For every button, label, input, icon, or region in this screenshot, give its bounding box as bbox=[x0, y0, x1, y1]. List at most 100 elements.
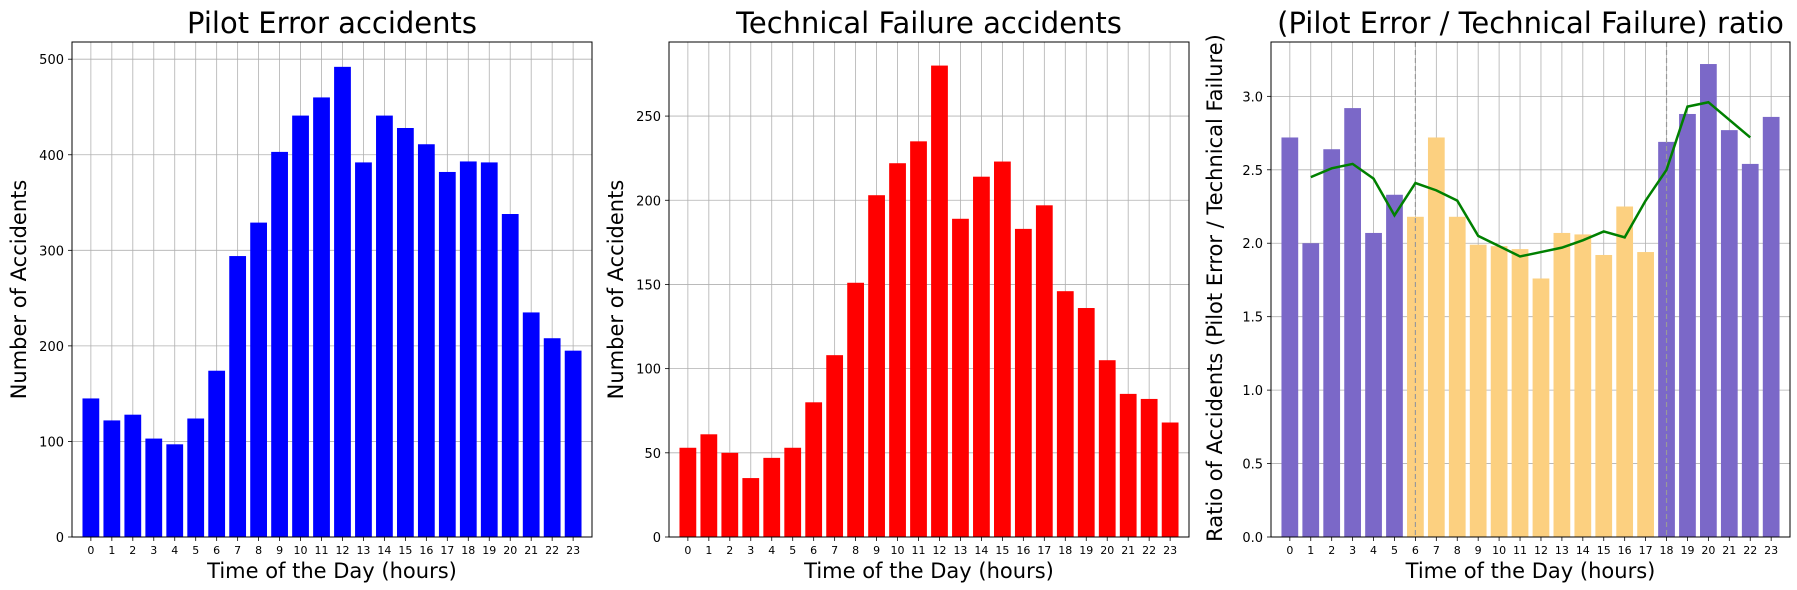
y-tick-label: 150 bbox=[636, 278, 661, 293]
x-axis-label: Time of the Day (hours) bbox=[1405, 559, 1656, 583]
y-tick-label: 500 bbox=[39, 53, 64, 68]
bar-hour-18 bbox=[1056, 291, 1074, 537]
bar-hour-15 bbox=[1595, 254, 1613, 538]
y-tick-label: 300 bbox=[39, 244, 64, 259]
bar-hour-6 bbox=[805, 402, 823, 537]
x-tick-label: 19 bbox=[482, 544, 496, 557]
x-tick-label: 7 bbox=[1433, 544, 1440, 557]
y-tick-label: 0.5 bbox=[1242, 458, 1263, 473]
chart-title: (Pilot Error / Technical Failure) ratio bbox=[1277, 6, 1784, 40]
bar-hour-9 bbox=[271, 151, 288, 537]
pilot-error-chart: 0 1 2 3 4 5 6 7 8 9 10 11 12 13 14 15 16 17 18 19 20 21 22 23 0… bbox=[7, 6, 593, 583]
bar-hour-11 bbox=[910, 141, 927, 537]
x-tick-label: 7 bbox=[234, 544, 241, 557]
x-tick-label: 4 bbox=[768, 544, 775, 557]
y-tick-label: 2.5 bbox=[1242, 164, 1263, 179]
bar-hour-9 bbox=[1469, 244, 1487, 537]
bar-hour-20 bbox=[1098, 360, 1116, 537]
x-tick-label: 0 bbox=[87, 544, 94, 557]
x-tick-label: 5 bbox=[192, 544, 199, 557]
x-tick-label: 13 bbox=[953, 544, 967, 557]
bar-hour-23 bbox=[1161, 422, 1179, 537]
x-tick-label: 8 bbox=[255, 544, 262, 557]
x-tick-label: 23 bbox=[1163, 544, 1177, 557]
x-tick-label: 21 bbox=[1121, 544, 1135, 557]
x-tick-label: 10 bbox=[891, 544, 905, 557]
bar-hour-6 bbox=[208, 370, 226, 537]
x-tick-label: 15 bbox=[995, 544, 1009, 557]
ratio-chart: 0 1 2 3 4 5 6 7 8 9 10 11 12 13 14 15 16 17 18 19 20 21 22 23 0… bbox=[1203, 6, 1791, 583]
bar-hour-12 bbox=[1532, 278, 1550, 537]
x-tick-label: 11 bbox=[315, 544, 329, 557]
bar-hour-23 bbox=[1762, 116, 1780, 537]
x-tick-label: 9 bbox=[873, 544, 880, 557]
x-tick-label: 1 bbox=[108, 544, 115, 557]
bar-hour-4 bbox=[763, 457, 781, 537]
y-axis-label: Number of Accidents bbox=[7, 180, 31, 400]
bar-hour-2 bbox=[124, 414, 142, 537]
bar-hour-22 bbox=[1741, 163, 1759, 537]
x-tick-label: 16 bbox=[419, 544, 433, 557]
y-tick-label: 2.0 bbox=[1242, 237, 1263, 252]
y-tick-label: 200 bbox=[39, 340, 64, 355]
bar-hour-19 bbox=[480, 162, 498, 538]
x-tick-label: 19 bbox=[1680, 544, 1694, 557]
x-tick-label: 14 bbox=[974, 544, 988, 557]
x-tick-label: 18 bbox=[1058, 544, 1072, 557]
x-axis-label: Time of the Day (hours) bbox=[206, 559, 457, 583]
x-tick-label: 20 bbox=[503, 544, 517, 557]
x-tick-label: 21 bbox=[1722, 544, 1736, 557]
y-axis-label: Number of Accidents bbox=[604, 180, 628, 400]
y-tick-label: 0.0 bbox=[1242, 531, 1263, 546]
x-tick-label: 17 bbox=[440, 544, 454, 557]
y-tick-label: 0 bbox=[653, 531, 661, 546]
y-axis-label: Ratio of Accidents (Pilot Error / Techni… bbox=[1203, 34, 1227, 542]
bar-hour-5 bbox=[1386, 194, 1403, 537]
chart-title: Technical Failure accidents bbox=[735, 6, 1122, 40]
bar-hour-16 bbox=[1014, 228, 1032, 537]
bar-hour-12 bbox=[334, 66, 351, 538]
x-tick-label: 5 bbox=[789, 544, 796, 557]
chart-title: Pilot Error accidents bbox=[187, 6, 477, 40]
bar-hour-21 bbox=[522, 312, 540, 537]
bar-hour-10 bbox=[889, 163, 906, 537]
x-tick-label: 5 bbox=[1391, 544, 1398, 557]
bar-hour-13 bbox=[355, 162, 372, 538]
bar-hour-3 bbox=[1344, 108, 1361, 537]
x-tick-label: 2 bbox=[1328, 544, 1335, 557]
bar-hour-16 bbox=[1616, 206, 1634, 538]
x-tick-label: 17 bbox=[1037, 544, 1051, 557]
x-tick-label: 6 bbox=[810, 544, 817, 557]
bar-hour-5 bbox=[187, 418, 205, 537]
bar-hour-2 bbox=[1323, 149, 1341, 537]
x-tick-label: 8 bbox=[852, 544, 859, 557]
bar-hour-13 bbox=[952, 218, 969, 538]
bar-hour-23 bbox=[564, 350, 582, 537]
bar-hour-7 bbox=[826, 355, 844, 537]
x-tick-label: 1 bbox=[705, 544, 712, 557]
x-tick-label: 23 bbox=[1764, 544, 1778, 557]
bar-hour-9 bbox=[868, 195, 885, 537]
bar-hour-7 bbox=[1427, 137, 1445, 537]
y-tick-label: 0 bbox=[56, 531, 64, 546]
bar-hour-10 bbox=[1490, 246, 1508, 538]
x-tick-label: 23 bbox=[566, 544, 580, 557]
bar-hour-10 bbox=[292, 115, 309, 537]
x-tick-label: 21 bbox=[524, 544, 538, 557]
rolling-average-line bbox=[1310, 100, 1752, 258]
bar-hour-17 bbox=[1637, 252, 1654, 538]
x-axis-label: Time of the Day (hours) bbox=[803, 559, 1054, 583]
bar-hour-14 bbox=[1574, 234, 1592, 537]
bar-hour-19 bbox=[1679, 113, 1696, 537]
x-tick-label: 2 bbox=[129, 544, 136, 557]
bar-hour-20 bbox=[1700, 64, 1717, 537]
bar-hour-6 bbox=[1407, 216, 1424, 537]
bar-hour-3 bbox=[742, 478, 760, 537]
x-tick-label: 6 bbox=[213, 544, 220, 557]
x-tick-label: 0 bbox=[684, 544, 691, 557]
y-tick-label: 200 bbox=[636, 194, 661, 209]
x-tick-label: 12 bbox=[932, 544, 946, 557]
plot-frame bbox=[1270, 41, 1791, 538]
bar-hour-16 bbox=[417, 144, 435, 538]
bar-hour-21 bbox=[1720, 130, 1738, 538]
